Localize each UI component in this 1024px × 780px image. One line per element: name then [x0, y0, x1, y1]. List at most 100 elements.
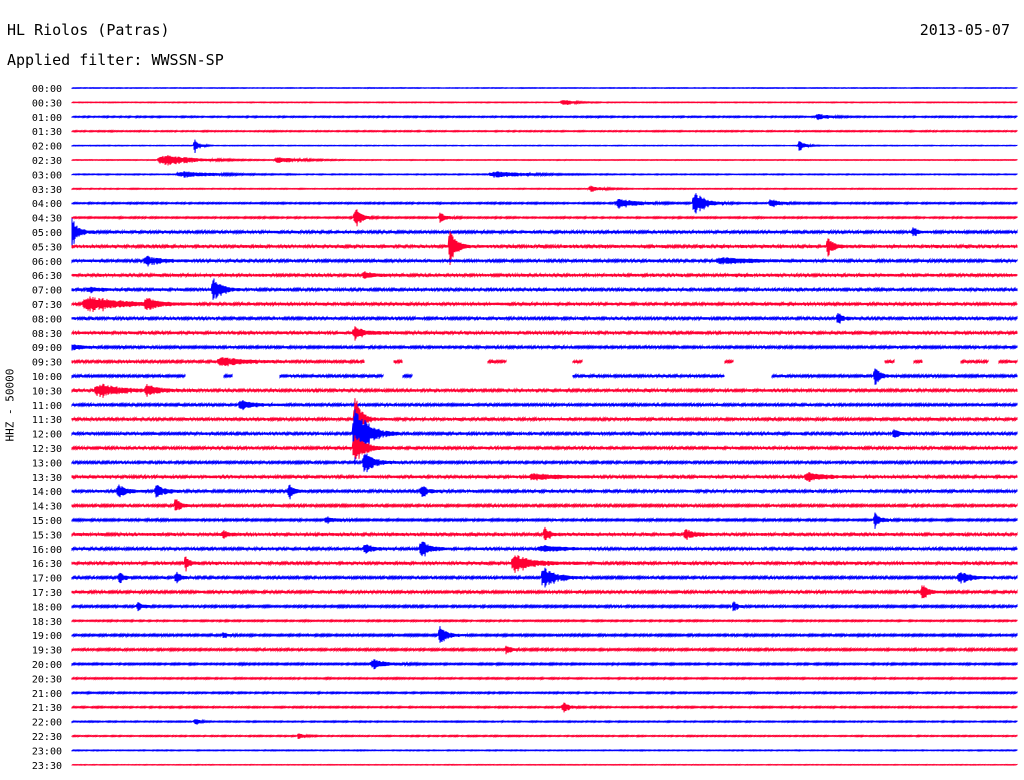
row-label-1300: 13:00 [32, 458, 62, 469]
trace-0930 [71, 357, 1018, 367]
trace-0800 [71, 312, 1018, 324]
trace-0900 [71, 344, 1018, 351]
row-label-1530: 15:30 [32, 530, 62, 541]
row-label-1430: 14:30 [32, 502, 62, 513]
trace-0100 [71, 113, 1018, 121]
trace-1700 [71, 567, 1018, 588]
trace-0200 [71, 139, 1018, 154]
trace-0030 [71, 99, 1018, 106]
row-label-0600: 06:00 [32, 257, 62, 268]
row-label-0200: 02:00 [32, 142, 62, 153]
station-title: HL Riolos (Patras) [7, 21, 170, 39]
row-label-2300: 23:00 [32, 746, 62, 757]
row-label-0900: 09:00 [32, 343, 62, 354]
row-label-1200: 12:00 [32, 430, 62, 441]
trace-0400 [71, 193, 1018, 214]
trace-2200 [71, 718, 1018, 725]
trace-1900 [71, 626, 1018, 643]
trace-0000 [71, 86, 1018, 90]
trace-2100 [71, 690, 1018, 696]
row-label-1900: 19:00 [32, 631, 62, 642]
row-label-0130: 01:30 [32, 127, 62, 138]
trace-2030 [71, 676, 1018, 681]
trace-1730 [71, 585, 1018, 599]
row-label-0530: 05:30 [32, 242, 62, 253]
trace-1930 [71, 645, 1018, 655]
row-label-0400: 04:00 [32, 199, 62, 210]
row-label-0030: 00:30 [32, 98, 62, 109]
row-label-2200: 22:00 [32, 718, 62, 729]
row-label-1100: 11:00 [32, 401, 62, 412]
trace-0330 [71, 185, 1018, 192]
row-label-1600: 16:00 [32, 545, 62, 556]
trace-1300 [71, 453, 1018, 473]
date-label: 2013-05-07 [919, 21, 1010, 39]
trace-1400 [71, 484, 1018, 500]
trace-1130 [71, 398, 1018, 438]
trace-1600 [71, 541, 1018, 557]
trace-2230 [71, 733, 1018, 739]
row-label-0000: 00:00 [32, 84, 62, 95]
row-label-0830: 08:30 [32, 329, 62, 340]
trace-0130 [71, 129, 1018, 134]
row-label-2330: 23:30 [32, 761, 62, 772]
trace-2330 [71, 763, 1018, 767]
trace-0700 [71, 278, 1018, 300]
row-label-1130: 11:30 [32, 415, 62, 426]
trace-0230 [71, 155, 1018, 166]
row-label-2000: 20:00 [32, 660, 62, 671]
row-label-2230: 22:30 [32, 732, 62, 743]
trace-0500 [71, 218, 1018, 248]
row-label-1700: 17:00 [32, 574, 62, 585]
trace-1330 [71, 472, 1018, 482]
trace-1500 [71, 512, 1018, 529]
trace-1200 [71, 409, 1018, 462]
trace-1030 [71, 383, 1018, 398]
row-label-1000: 10:00 [32, 372, 62, 383]
trace-0830 [71, 326, 1018, 341]
trace-0630 [71, 271, 1018, 279]
trace-0730 [71, 296, 1018, 312]
row-label-1800: 18:00 [32, 602, 62, 613]
trace-1800 [71, 601, 1018, 612]
row-label-1630: 16:30 [32, 559, 62, 570]
row-label-0230: 02:30 [32, 156, 62, 167]
trace-1830 [71, 618, 1018, 624]
trace-0600 [71, 255, 1018, 267]
trace-0430 [71, 209, 1018, 227]
trace-1430 [71, 499, 1018, 511]
row-label-0930: 09:30 [32, 358, 62, 369]
trace-0530 [71, 231, 1018, 266]
row-label-0800: 08:00 [32, 314, 62, 325]
trace-2300 [71, 748, 1018, 753]
row-label-2130: 21:30 [32, 703, 62, 714]
trace-2130 [71, 702, 1018, 713]
trace-1630 [71, 555, 1018, 573]
row-label-0700: 07:00 [32, 286, 62, 297]
row-label-0430: 04:30 [32, 214, 62, 225]
row-label-0730: 07:30 [32, 300, 62, 311]
row-label-1400: 14:00 [32, 487, 62, 498]
trace-2000 [71, 659, 1018, 670]
row-label-2030: 20:30 [32, 674, 62, 685]
trace-0300 [71, 171, 1018, 178]
row-label-0630: 06:30 [32, 271, 62, 282]
row-label-0330: 03:30 [32, 185, 62, 196]
trace-1000 [71, 368, 1018, 385]
trace-1100 [71, 399, 1018, 411]
row-label-1830: 18:30 [32, 617, 62, 628]
row-label-0500: 05:00 [32, 228, 62, 239]
row-label-1730: 17:30 [32, 588, 62, 599]
row-label-1030: 10:30 [32, 386, 62, 397]
row-label-1230: 12:30 [32, 444, 62, 455]
row-label-2100: 21:00 [32, 689, 62, 700]
row-label-0300: 03:00 [32, 170, 62, 181]
trace-1530 [71, 526, 1018, 541]
row-label-1930: 19:30 [32, 646, 62, 657]
trace-1230 [71, 435, 1018, 459]
row-label-1330: 13:30 [32, 473, 62, 484]
row-label-1500: 15:00 [32, 516, 62, 527]
filter-label: Applied filter: WWSSN-SP [7, 51, 224, 69]
row-label-0100: 01:00 [32, 113, 62, 124]
